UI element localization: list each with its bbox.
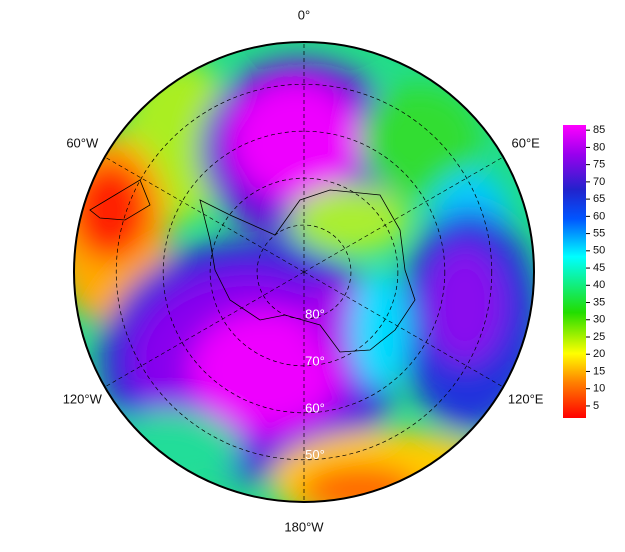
parallel-label: 80°	[305, 306, 325, 321]
meridian-label: 0°	[298, 7, 310, 22]
colorbar-tick-label: 70	[593, 176, 605, 188]
parallel-label: 70°	[305, 353, 325, 368]
meridian-label: 120°E	[508, 391, 544, 406]
meridian	[104, 156, 305, 273]
meridian-label: 60°E	[512, 135, 541, 150]
graticule: 80° 70° 60° 50° 0° 60°E 120°E 180°W 120°W 60°W	[63, 7, 544, 534]
parallel	[162, 130, 446, 414]
colorbar-tick-label: 20	[593, 348, 605, 360]
meridian	[104, 271, 305, 388]
coastline	[199, 189, 416, 353]
meridian	[303, 271, 504, 388]
meridian-label: 120°W	[63, 391, 103, 406]
parallel-label: 50°	[305, 447, 325, 462]
colorbar-tick-label: 25	[593, 331, 605, 343]
colorbar-tick-label: 50	[593, 245, 605, 257]
colorbar-tick-label: 30	[593, 314, 605, 326]
meridian-label: 180°W	[284, 519, 324, 534]
colorbar-tick-label: 80	[593, 141, 605, 153]
colorbar-tick-label: 15	[593, 365, 605, 377]
colorbar-tick-label: 65	[593, 193, 605, 205]
parallel	[115, 83, 493, 461]
colorbar-tick-label: 10	[593, 383, 605, 395]
meridian-label: 60°W	[66, 135, 99, 150]
colorbar: 5 10 15 20 25 30 35 40 45 50 55 60 65 70 75 80 85	[563, 124, 605, 418]
colorbar-tick-label: 45	[593, 262, 605, 274]
parallel-label: 60°	[305, 400, 325, 415]
colorbar-tick-label: 75	[593, 159, 605, 171]
meridian	[303, 156, 504, 273]
colorbar-tick-label: 40	[593, 279, 605, 291]
parallel	[256, 224, 352, 320]
coastline	[89, 179, 151, 221]
colorbar-tick-label: 55	[593, 227, 605, 239]
colorbar-ramp	[563, 125, 586, 418]
map-border	[73, 41, 535, 503]
colorbar-tick-label: 85	[593, 124, 605, 136]
colorbar-tick-label: 60	[593, 210, 605, 222]
colorbar-tick-label: 5	[593, 400, 599, 412]
colorbar-tick-label: 35	[593, 296, 605, 308]
